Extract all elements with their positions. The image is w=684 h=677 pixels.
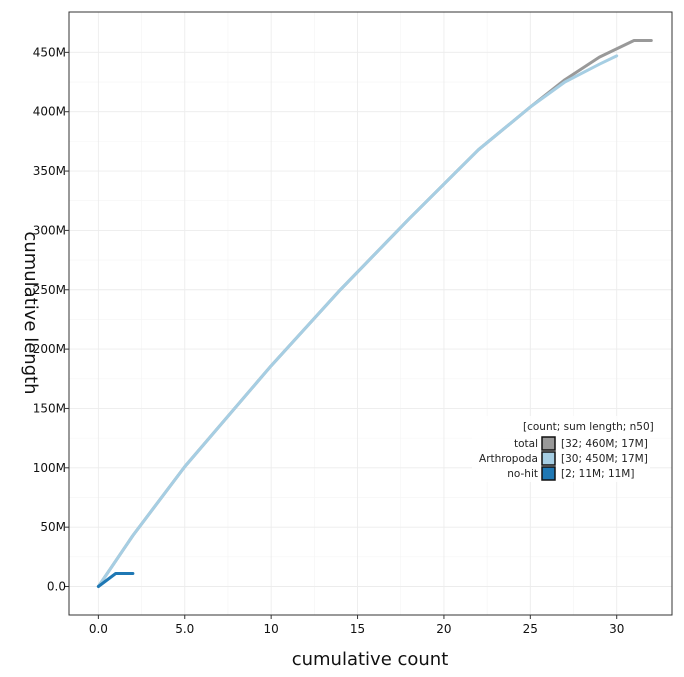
legend-name-total: total xyxy=(514,438,538,450)
legend-key-no-hit xyxy=(541,466,556,481)
y-tick-label: 200M xyxy=(33,342,66,356)
series-line-arthropoda xyxy=(96,54,619,588)
y-tick-label: 250M xyxy=(33,283,66,297)
x-tick-label: 5.0 xyxy=(175,622,194,636)
x-tick-label: 15 xyxy=(350,622,365,636)
legend-label-total: [32; 460M; 17M] xyxy=(561,438,648,450)
legend-name-arthropoda: Arthropoda xyxy=(479,453,538,465)
y-tick-label: 300M xyxy=(33,223,66,237)
legend-key-arthropoda xyxy=(541,451,556,466)
series-layer xyxy=(96,39,653,588)
x-axis: 0.0 5.0 10 15 20 25 30 xyxy=(89,615,624,636)
x-tick-label: 0.0 xyxy=(89,622,108,636)
legend-title: [count; sum length; n50] xyxy=(523,421,654,433)
legend-label-arthropoda: [30; 450M; 17M] xyxy=(561,453,648,465)
x-axis-title: cumulative count xyxy=(292,649,449,670)
y-tick-label: 450M xyxy=(33,45,66,59)
y-axis-title: cumulative length xyxy=(20,231,41,394)
y-axis: 0.0 50M 100M 150M 200M 250M 300M 350M 400M 450M xyxy=(33,45,69,594)
y-tick-label: 0.0 xyxy=(47,580,66,594)
plot-panel xyxy=(69,12,672,615)
y-tick-label: 100M xyxy=(33,461,66,475)
y-tick-label: 350M xyxy=(33,164,66,178)
legend-label-no-hit: [2; 11M; 11M] xyxy=(561,468,634,480)
y-tick-label: 150M xyxy=(33,401,66,415)
series-line-no-hit xyxy=(96,572,135,588)
x-tick-label: 25 xyxy=(523,622,538,636)
x-tick-label: 30 xyxy=(609,622,624,636)
legend: [count; sum length; n50] total [32; 460M;… xyxy=(472,416,654,482)
grid xyxy=(69,12,672,615)
legend-background xyxy=(472,416,650,482)
legend-name-no-hit: no-hit xyxy=(507,468,538,480)
x-tick-label: 10 xyxy=(264,622,279,636)
x-tick-label: 20 xyxy=(436,622,451,636)
y-tick-label: 50M xyxy=(40,520,66,534)
plot-border xyxy=(68,11,673,616)
legend-key-total xyxy=(541,436,556,451)
y-tick-label: 400M xyxy=(33,105,66,119)
